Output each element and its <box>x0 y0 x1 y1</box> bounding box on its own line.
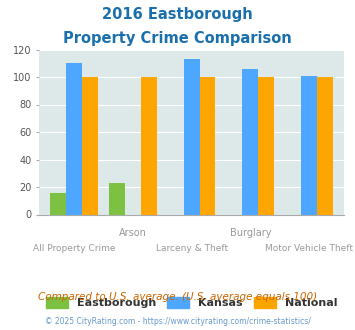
Text: All Property Crime: All Property Crime <box>33 244 115 253</box>
Text: Property Crime Comparison: Property Crime Comparison <box>63 31 292 46</box>
Bar <box>301 76 317 214</box>
Text: 2016 Eastborough: 2016 Eastborough <box>102 7 253 21</box>
Bar <box>242 69 258 214</box>
Text: Larceny & Theft: Larceny & Theft <box>155 244 228 253</box>
Bar <box>50 192 66 214</box>
Bar <box>109 183 125 214</box>
Legend: Eastborough, Kansas, National: Eastborough, Kansas, National <box>46 296 338 308</box>
Bar <box>141 77 157 214</box>
Bar <box>184 59 200 214</box>
Text: Burglary: Burglary <box>230 228 271 238</box>
Text: Motor Vehicle Theft: Motor Vehicle Theft <box>265 244 353 253</box>
Text: © 2025 CityRating.com - https://www.cityrating.com/crime-statistics/: © 2025 CityRating.com - https://www.city… <box>45 317 310 326</box>
Bar <box>258 77 274 214</box>
Bar <box>200 77 215 214</box>
Bar <box>66 63 82 214</box>
Bar <box>82 77 98 214</box>
Bar <box>317 77 333 214</box>
Text: Arson: Arson <box>119 228 147 238</box>
Text: Compared to U.S. average. (U.S. average equals 100): Compared to U.S. average. (U.S. average … <box>38 292 317 302</box>
